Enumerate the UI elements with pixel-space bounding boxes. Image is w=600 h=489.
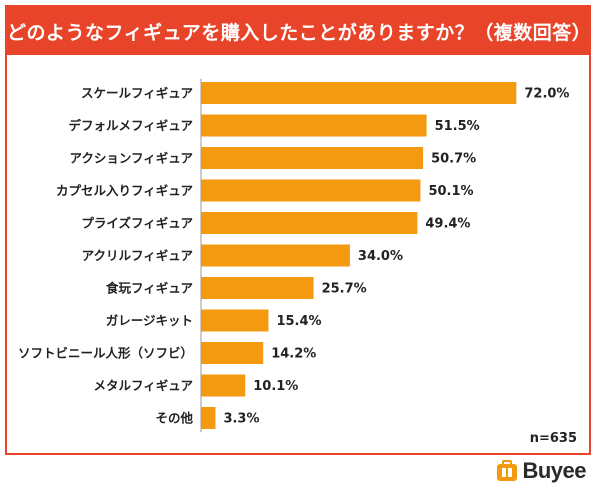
buyee-logo-text: Buyee: [522, 458, 586, 483]
value-label: 50.7%: [431, 152, 476, 167]
bar: [201, 82, 517, 104]
category-label: スケールフィギュア: [81, 86, 193, 101]
category-label: カプセル入りフィギュア: [56, 183, 193, 198]
bar: [201, 342, 264, 364]
category-label: アクリルフィギュア: [82, 248, 193, 263]
value-label: 51.5%: [435, 119, 480, 134]
bar: [201, 374, 246, 397]
bar-chart: スケールフィギュア 72.0% デフォルメフィギュア 51.5% アクションフィギュア 5…: [18, 78, 569, 433]
value-label: 34.0%: [358, 249, 403, 264]
value-label: 25.7%: [322, 282, 367, 297]
bar: [201, 407, 216, 429]
bar: [201, 147, 424, 169]
value-label: 3.3%: [223, 412, 259, 427]
value-label: 10.1%: [253, 379, 298, 394]
buyee-logo-icon: [496, 460, 518, 482]
brand-footer: Buyee: [496, 458, 586, 484]
bar: [201, 244, 350, 267]
chart-frame: どのようなフィギュアを購入したことがありますか？（複数回答） スケールフィギュア…: [5, 5, 591, 455]
category-label: メタルフィギュア: [93, 378, 193, 393]
category-label: ソフトビニール人形（ソフビ）: [18, 346, 193, 361]
category-label: ガレージキット: [106, 313, 193, 328]
value-label: 72.0%: [524, 87, 569, 102]
bar: [201, 277, 314, 299]
bar: [201, 114, 427, 137]
bar: [201, 212, 418, 234]
value-label: 14.2%: [271, 347, 316, 362]
category-label: プライズフィギュア: [81, 216, 193, 231]
value-label: 50.1%: [428, 184, 473, 199]
category-label: アクションフィギュア: [69, 151, 193, 166]
value-label: 15.4%: [276, 314, 321, 329]
category-label: デフォルメフィギュア: [68, 118, 193, 133]
chart-title: どのようなフィギュアを購入したことがありますか？（複数回答）: [7, 7, 591, 55]
category-label: その他: [155, 411, 193, 426]
category-label: 食玩フィギュア: [105, 281, 193, 296]
bar: [201, 309, 269, 332]
bar: [201, 179, 421, 202]
sample-size-label: n=635: [529, 431, 577, 446]
value-label: 49.4%: [425, 217, 470, 232]
